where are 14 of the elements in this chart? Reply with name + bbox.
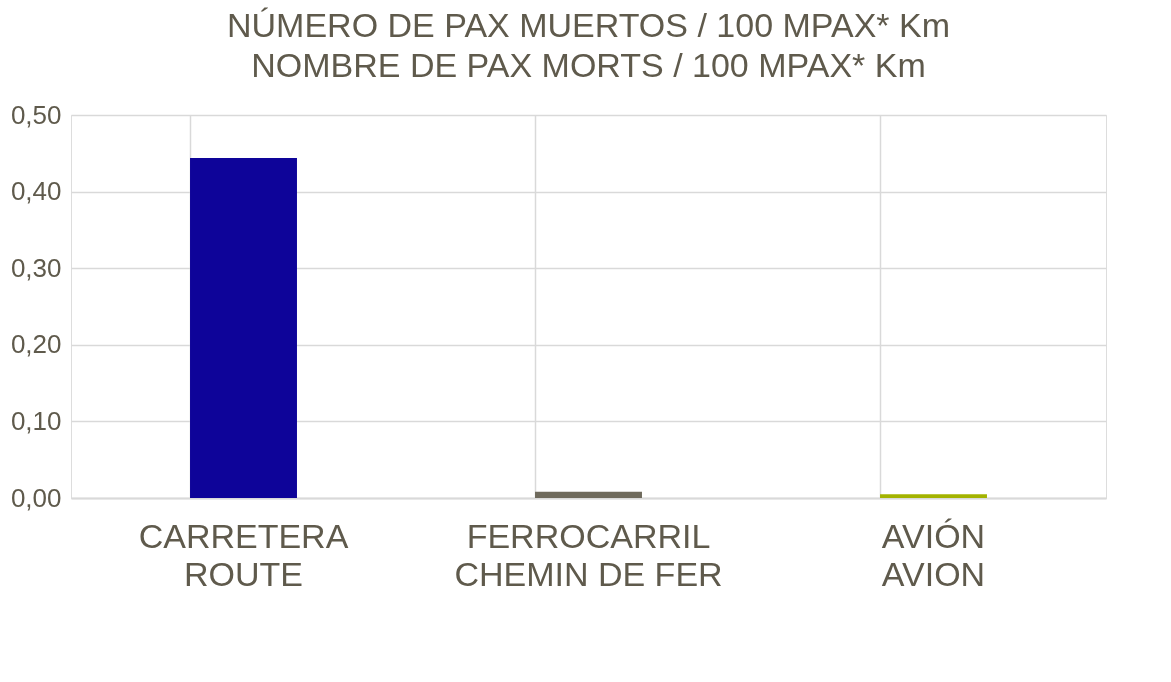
text: NOMBRE DE PAX MORTS / 100 MPAX* Km xyxy=(251,46,926,84)
x-tick-label: FERROCARRIL CHEMIN DE FER xyxy=(454,516,723,593)
bar xyxy=(190,157,297,498)
y-tick-label: 0,50 xyxy=(10,99,62,130)
x-tick-label: AVIÓN AVION xyxy=(881,516,986,593)
y-tick-label: 0,40 xyxy=(10,176,62,207)
y-tick-label: 0,30 xyxy=(10,252,62,283)
bar xyxy=(535,491,642,498)
x-tick-label: CARRETERA ROUTE xyxy=(138,516,349,593)
bar xyxy=(880,494,987,498)
text: NÚMERO DE PAX MUERTOS / 100 MPAX* Km xyxy=(227,6,950,44)
y-tick-label: 0,10 xyxy=(10,405,62,436)
y-tick-label: 0,20 xyxy=(10,329,62,360)
y-tick-label: 0,00 xyxy=(10,482,62,513)
